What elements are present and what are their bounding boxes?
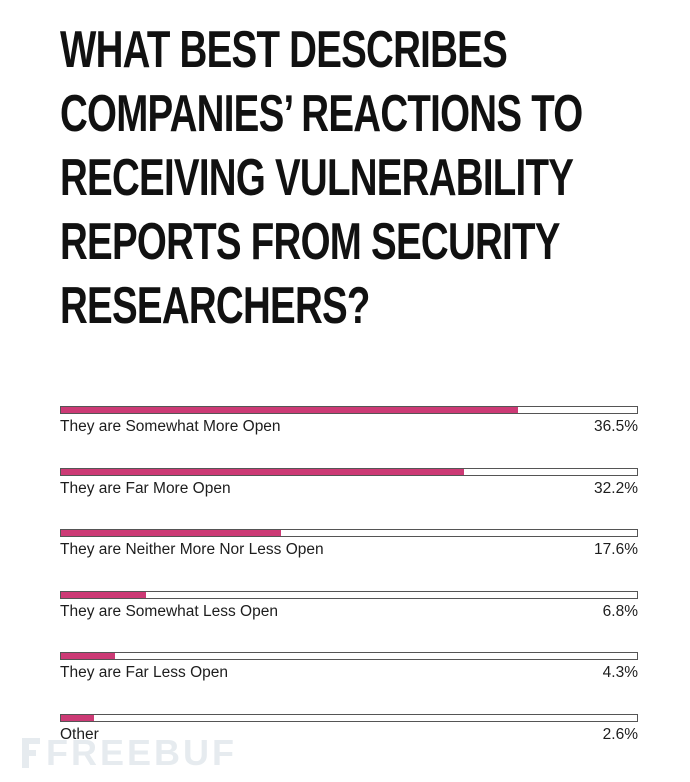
- bar-row: They are Far Less Open 4.3%: [60, 652, 638, 714]
- bar-value-label: 36.5%: [594, 418, 638, 435]
- bar-value-label: 4.3%: [602, 664, 638, 681]
- bar-fill: [61, 468, 465, 475]
- freebuf-logo-icon: [22, 738, 40, 768]
- bar-fill: [61, 530, 282, 536]
- bar-row: They are Neither More Nor Less Open 17.6%: [60, 529, 638, 591]
- bar-track: [60, 406, 638, 414]
- bar-fill: [61, 591, 147, 598]
- bar-track: [60, 713, 638, 722]
- bar-value-label: 32.2%: [594, 479, 638, 497]
- bar-track: [60, 529, 638, 537]
- bar-row: They are Somewhat Less Open 6.8%: [60, 590, 638, 653]
- chart-title-line: REPORTS FROM SECURITY: [60, 213, 560, 271]
- chart-title: WHAT BEST DESCRIBES COMPANIES’ REACTIONS…: [60, 18, 583, 338]
- bar-value-label: 2.6%: [602, 725, 638, 743]
- chart-title-line: COMPANIES’ REACTIONS TO: [60, 85, 583, 143]
- bar-track: [60, 652, 638, 660]
- bar-label: They are Far Less Open: [60, 664, 228, 681]
- bar-label: They are Neither More Nor Less Open: [60, 541, 324, 558]
- bar-value-label: 17.6%: [594, 541, 638, 558]
- bar-chart: They are Somewhat More Open 36.5% They are…: [60, 406, 638, 775]
- chart-title-line: RECEIVING VULNERABILITY: [60, 149, 574, 207]
- bar-fill: [61, 714, 94, 721]
- bar-fill: [61, 407, 519, 413]
- bar-value-label: 6.8%: [602, 602, 638, 620]
- bar-track: [60, 467, 638, 476]
- watermark-text: FREEBUF: [46, 732, 237, 773]
- bar-row: They are Somewhat More Open 36.5%: [60, 406, 638, 468]
- bar-row: Other 2.6%: [60, 713, 638, 776]
- chart-title-line: RESEARCHERS?: [60, 277, 370, 335]
- bar-label: They are Somewhat Less Open: [60, 602, 278, 620]
- bar-label: Other: [60, 725, 99, 743]
- bar-row: They are Far More Open 32.2%: [60, 467, 638, 530]
- chart-title-line: WHAT BEST DESCRIBES: [60, 21, 508, 79]
- watermark: FREEBUF: [20, 732, 237, 774]
- bar-label: They are Somewhat More Open: [60, 418, 281, 435]
- bar-fill: [61, 653, 115, 659]
- bar-track: [60, 590, 638, 599]
- bar-label: They are Far More Open: [60, 479, 231, 497]
